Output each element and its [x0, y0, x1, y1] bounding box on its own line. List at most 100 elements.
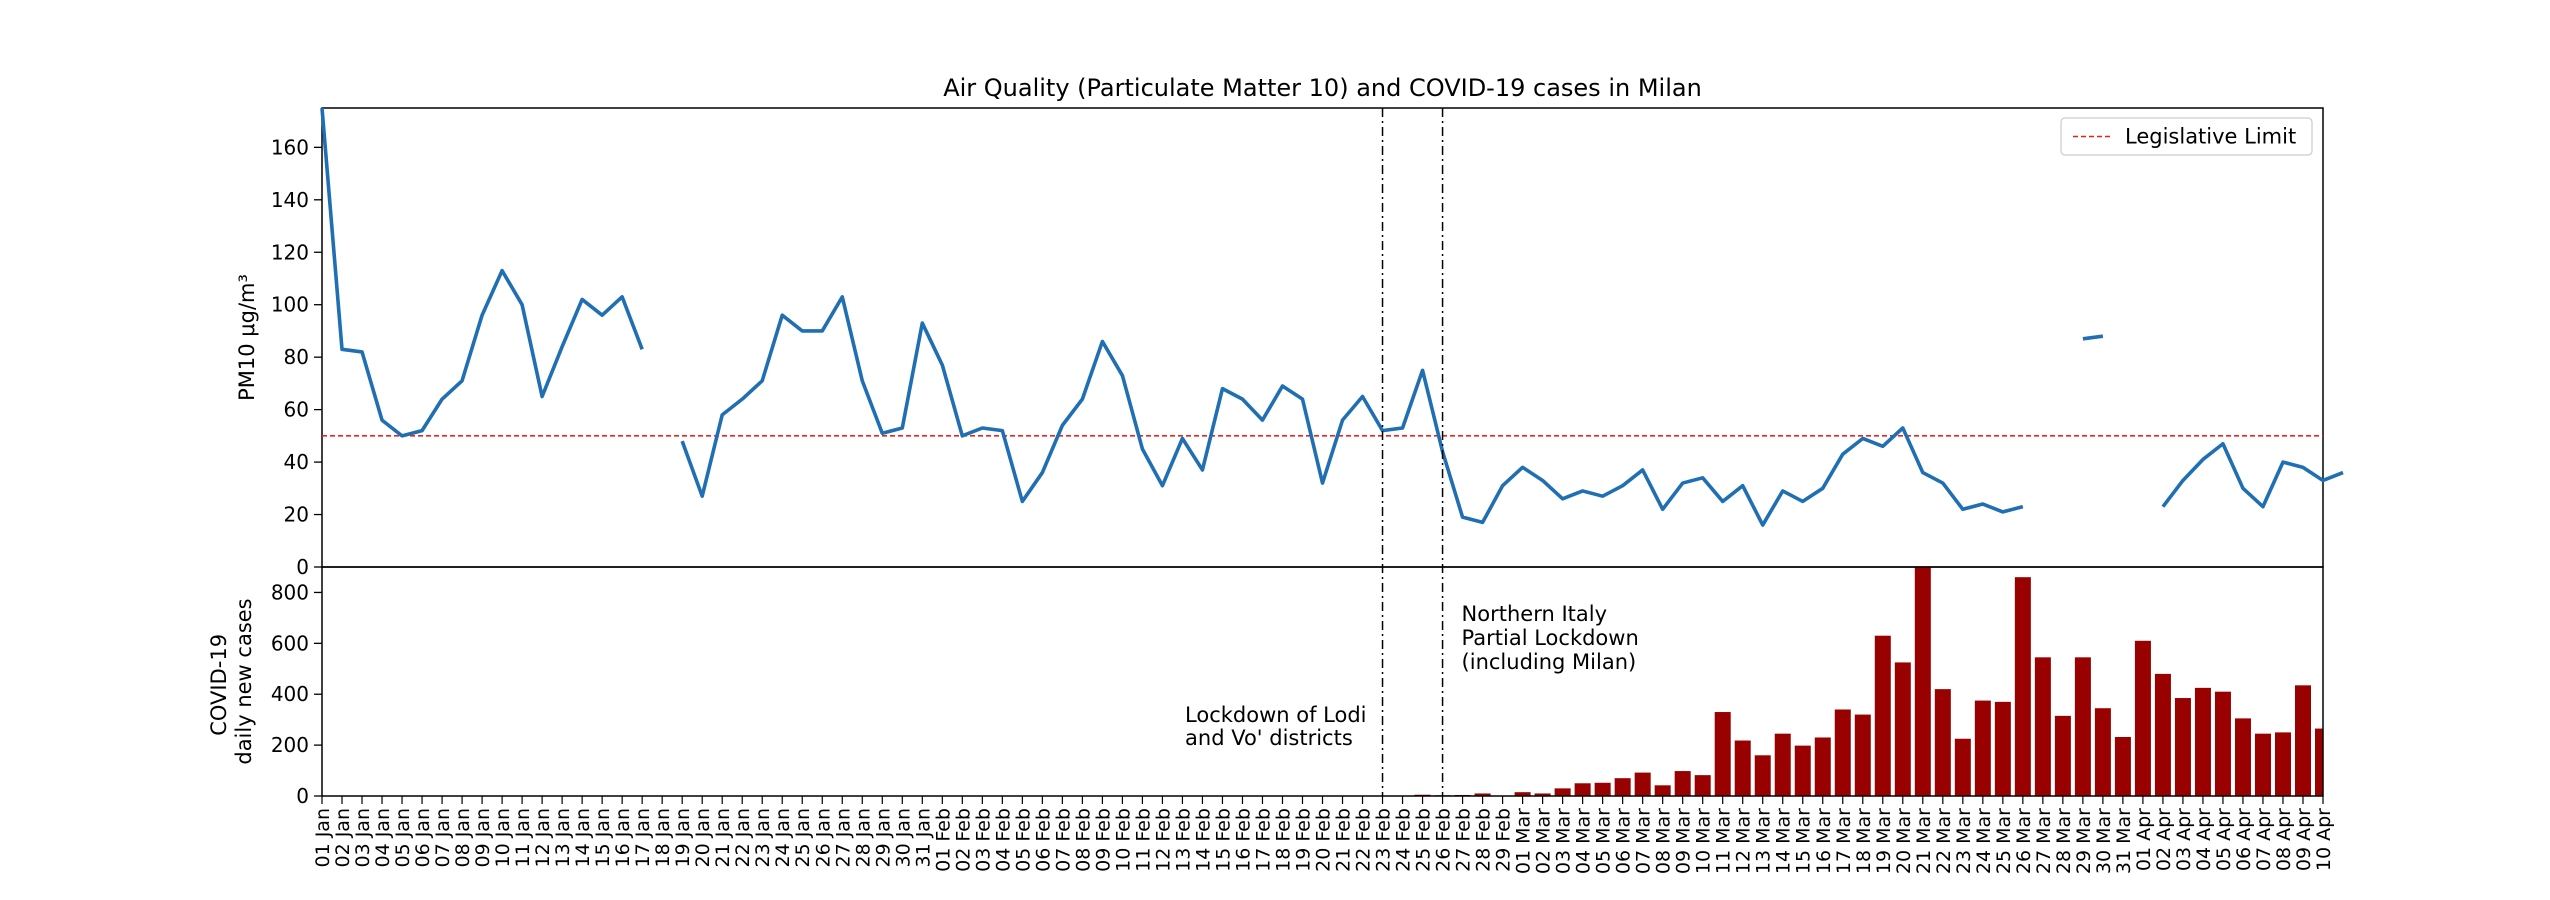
covid-bar: [1894, 662, 1911, 796]
lodi-lockdown-annotation-line-2: and Vo' districts: [1185, 726, 1353, 750]
date-x-tick-label: 17 Mar: [1833, 808, 1855, 874]
covid-bar: [2214, 691, 2231, 796]
date-x-tick-label: 03 Apr: [2173, 808, 2195, 871]
covid-bar: [2254, 733, 2271, 796]
date-x-tick-label: 01 Feb: [932, 808, 954, 872]
date-x-tick-label: 26 Jan: [812, 808, 834, 868]
date-x-tick-label: 01 Mar: [1513, 808, 1535, 874]
covid-bar: [1954, 738, 1971, 796]
legend-box: [2060, 117, 2313, 156]
date-x-tick-label: 03 Feb: [972, 808, 994, 872]
date-x-tick-label: 14 Mar: [1773, 808, 1795, 874]
covid-bar: [2315, 728, 2323, 796]
date-x-tick-label: 18 Feb: [1272, 808, 1294, 872]
covid-bar: [1534, 793, 1551, 796]
date-x-tick-label: 11 Feb: [1132, 808, 1154, 872]
covid-bar: [2134, 640, 2151, 796]
date-x-tick-label: 10 Jan: [492, 808, 514, 868]
date-x-tick-label: 20 Mar: [1893, 808, 1915, 874]
date-x-tick-label: 08 Feb: [1072, 808, 1094, 872]
date-x-tick-label: 24 Jan: [772, 808, 794, 868]
date-x-tick-label: 02 Jan: [332, 808, 354, 868]
date-x-tick-label: 29 Mar: [2073, 808, 2095, 874]
date-x-tick-label: 20 Jan: [692, 808, 714, 868]
date-x-tick-label: 26 Feb: [1433, 808, 1455, 872]
date-x-tick-label: 23 Mar: [1953, 808, 1975, 874]
date-x-tick-label: 05 Apr: [2213, 808, 2235, 871]
covid-bar: [1794, 745, 1811, 796]
covid-bar: [2154, 673, 2171, 796]
covid-bar: [2234, 718, 2251, 796]
pm10-panel: 0 20 40 60 80 100 120 140 160 PM10 μg/m³ Legisla…: [235, 107, 2344, 579]
covid-bar: [1714, 712, 1731, 796]
date-x-tick-label: 29 Feb: [1493, 808, 1515, 872]
date-x-tick-label: 18 Mar: [1853, 808, 1875, 874]
date-x-tick-label: 06 Mar: [1613, 808, 1635, 874]
covid-y-tick-label: 200: [271, 733, 309, 757]
pm10-y-axis-label: PM10 μg/m³: [235, 274, 259, 401]
pm10-line-segment: [2161, 441, 2344, 509]
covid-bar: [2294, 685, 2311, 796]
date-x-tick-label: 12 Mar: [1733, 808, 1755, 874]
date-x-tick-label: 05 Jan: [392, 808, 414, 868]
covid-y-axis-label: COVID-19 daily new cases: [207, 598, 256, 764]
date-x-tick-label: 16 Jan: [612, 808, 634, 868]
pm10-y-tick-label: 160: [271, 135, 309, 159]
date-x-tick-label: 07 Feb: [1052, 808, 1074, 872]
lockdown-markers: Lockdown of Lodi and Vo' districts North…: [1185, 108, 1639, 796]
covid-cases-bars: [1414, 567, 2323, 796]
pm10-y-tick-label: 100: [271, 293, 309, 317]
date-x-tick-label: 17 Jan: [632, 808, 654, 868]
covid-bar: [1774, 733, 1791, 796]
date-x-tick-label: 10 Mar: [1693, 808, 1715, 874]
covid-y-tick-label: 0: [296, 784, 309, 808]
date-x-tick-label: 24 Mar: [1973, 808, 1995, 874]
covid-bar: [2174, 698, 2191, 796]
date-x-tick-label: 25 Feb: [1413, 808, 1435, 872]
date-x-tick-label: 17 Feb: [1252, 808, 1274, 872]
date-x-tick-label: 21 Feb: [1333, 808, 1355, 872]
date-x-tick-label: 23 Feb: [1373, 808, 1395, 872]
covid-y-axis-label-line-2: daily new cases: [232, 598, 256, 764]
chart-title: Air Quality (Particulate Matter 10) and …: [943, 74, 1702, 102]
covid-bar: [1514, 792, 1531, 796]
covid-bar: [1474, 793, 1491, 796]
covid-bar: [2274, 732, 2291, 796]
date-x-tick-label: 31 Jan: [912, 808, 934, 868]
date-x-tick-label: 08 Mar: [1653, 808, 1675, 874]
date-x-tick-label: 31 Mar: [2113, 808, 2135, 874]
covid-bar: [1654, 785, 1671, 796]
date-x-tick-label: 19 Mar: [1873, 808, 1895, 874]
covid-bar: [1914, 567, 1931, 796]
covid-bar: [2074, 657, 2091, 796]
northern-italy-lockdown-annotation-line-1: Northern Italy: [1462, 602, 1607, 626]
date-x-tick-label: 02 Feb: [952, 808, 974, 872]
date-x-tick-label: 22 Feb: [1353, 808, 1375, 872]
date-x-tick-label: 03 Jan: [352, 808, 374, 868]
date-x-tick-label: 26 Mar: [2013, 808, 2035, 874]
covid-y-axis: 0 200 400 600 800: [271, 580, 322, 808]
date-x-tick-label: 18 Jan: [652, 808, 674, 868]
date-x-tick-label: 02 Mar: [1533, 808, 1555, 874]
date-x-tick-label: 05 Feb: [1012, 808, 1034, 872]
covid-cases-panel: 0 200 400 600 800 COVID-19 daily new cases 0…: [207, 566, 2335, 874]
pm10-y-tick-label: 80: [284, 345, 309, 369]
legend-label-legislative-limit: Legislative Limit: [2125, 125, 2296, 149]
covid-bar: [1754, 755, 1771, 796]
date-x-tick-label: 11 Jan: [512, 808, 534, 868]
date-x-tick-label: 03 Mar: [1553, 808, 1575, 874]
pm10-y-tick-label: 140: [271, 188, 309, 212]
legend: Legislative Limit: [2060, 117, 2313, 156]
date-x-tick-label: 27 Mar: [2033, 808, 2055, 874]
date-x-tick-label: 28 Feb: [1473, 808, 1495, 872]
date-x-tick-label: 10 Feb: [1112, 808, 1134, 872]
covid-bar: [2094, 708, 2111, 796]
date-x-tick-label: 20 Feb: [1313, 808, 1335, 872]
date-x-tick-label: 05 Mar: [1593, 808, 1615, 874]
date-x-tick-label: 02 Apr: [2153, 808, 2175, 871]
date-x-tick-label: 07 Apr: [2253, 808, 2275, 871]
date-x-tick-label: 07 Mar: [1633, 808, 1655, 874]
date-x-tick-label: 15 Jan: [592, 808, 614, 868]
pm10-y-tick-label: 60: [284, 398, 309, 422]
